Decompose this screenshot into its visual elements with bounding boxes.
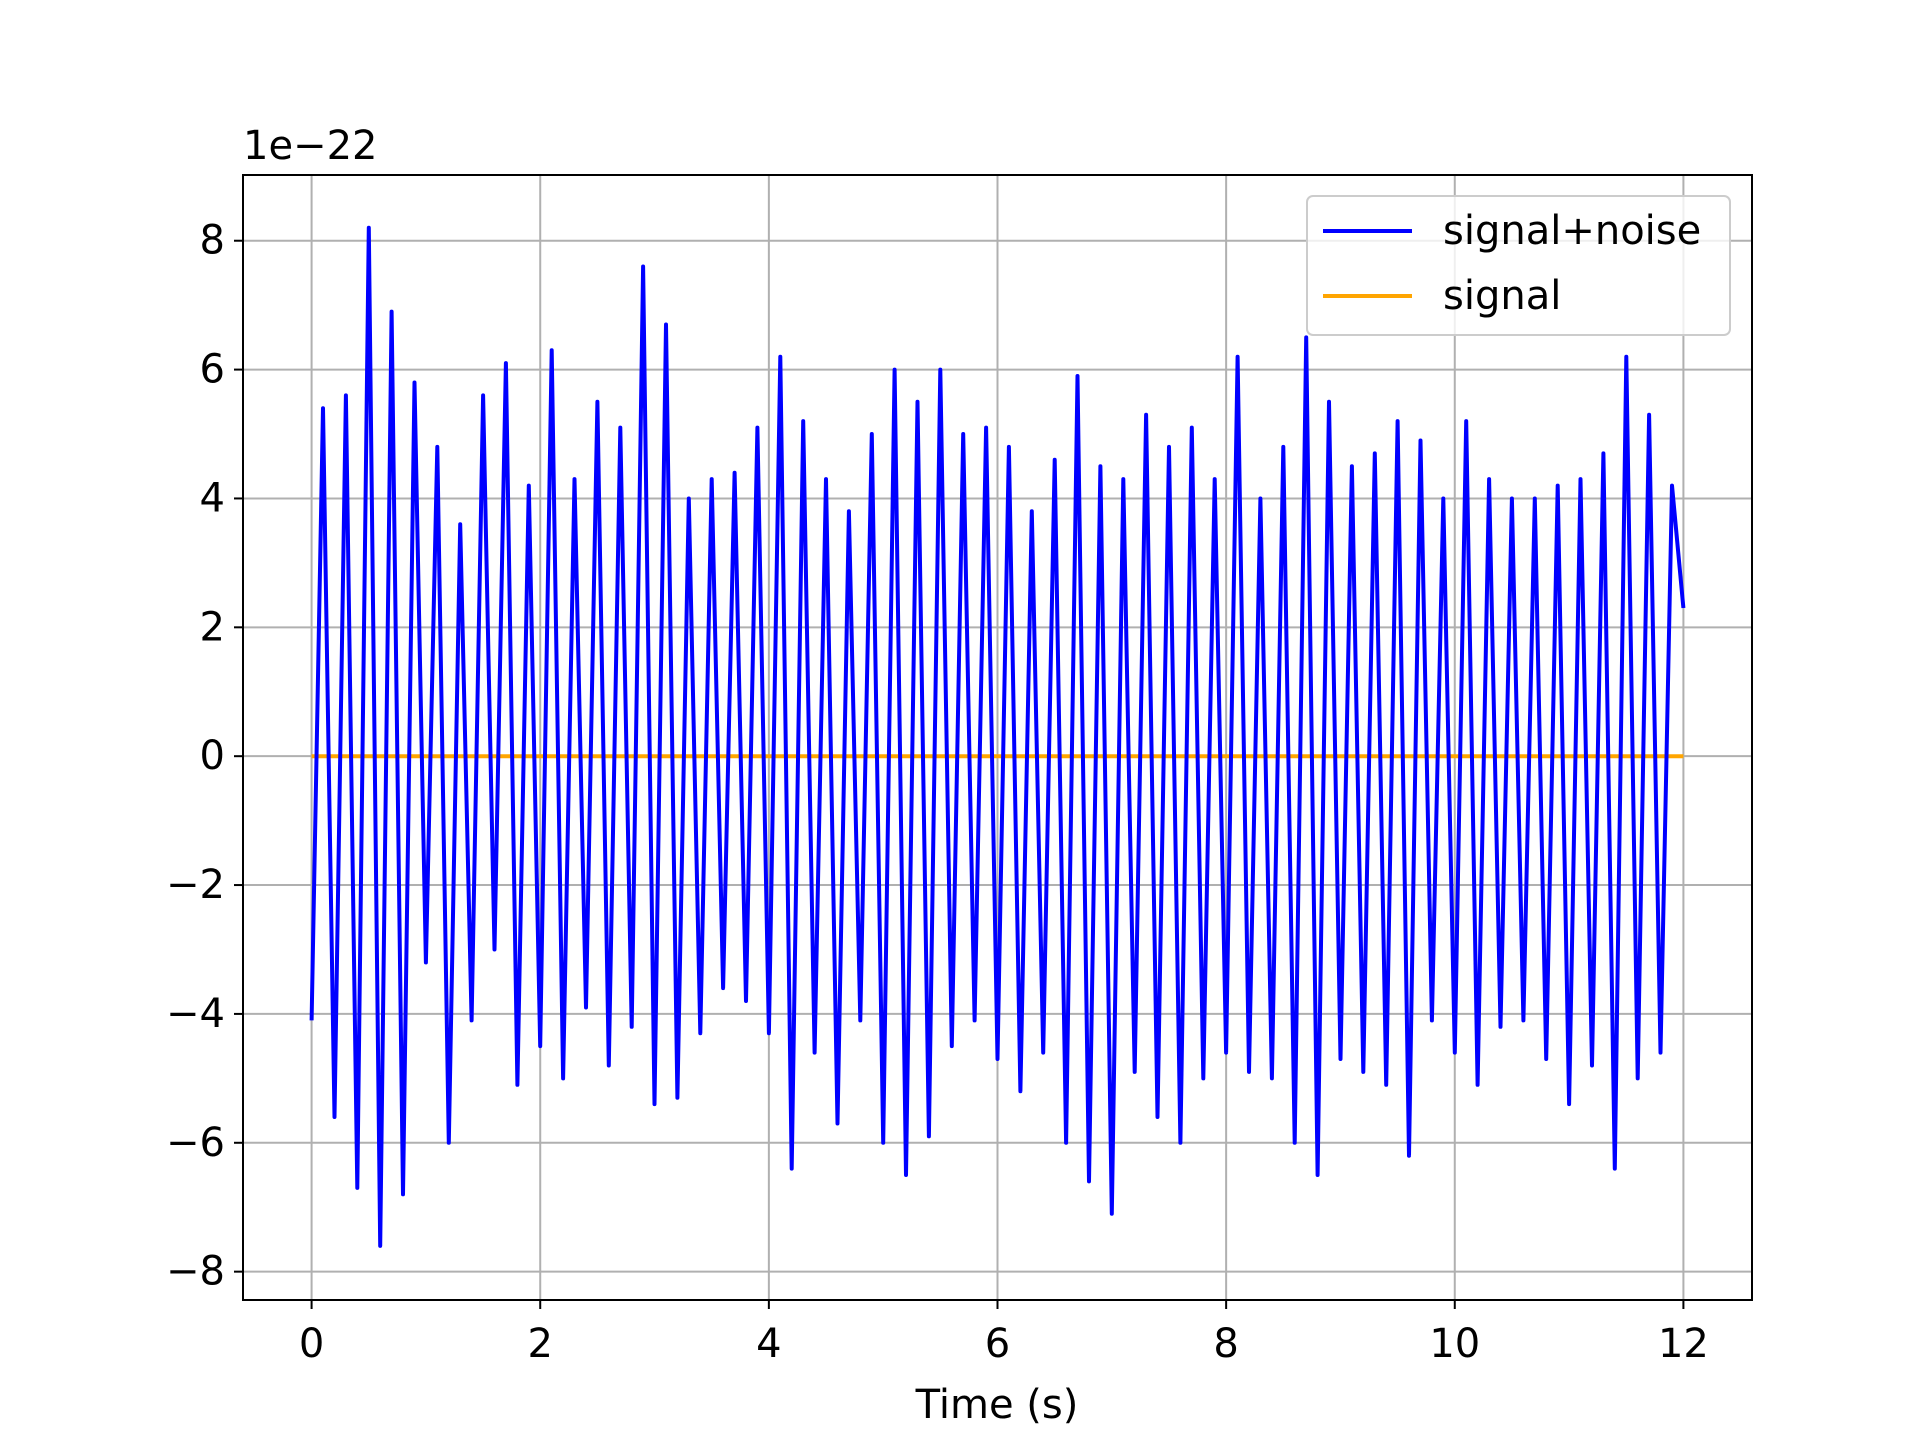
series-line xyxy=(309,225,1686,1248)
x-tick-label: 8 xyxy=(1213,1321,1238,1367)
x-tick-label: 2 xyxy=(528,1321,553,1367)
x-tick-label: 12 xyxy=(1658,1321,1709,1367)
y-tick-label: 2 xyxy=(200,604,225,650)
x-tick-label: 10 xyxy=(1429,1321,1480,1367)
y-tick-label: −6 xyxy=(166,1120,225,1166)
legend-label: signal+noise xyxy=(1443,208,1701,254)
axes-frame xyxy=(242,174,1753,1301)
y-tick-label: −2 xyxy=(166,862,225,908)
x-tick-label: 0 xyxy=(299,1321,324,1367)
y-tick-label: −8 xyxy=(166,1249,225,1295)
x-tick-label: 4 xyxy=(756,1321,781,1367)
y-tick-label: 0 xyxy=(200,733,225,779)
y-tick-label: 6 xyxy=(200,347,225,393)
legend-box xyxy=(1306,195,1731,336)
offset-text: 1e−22 xyxy=(243,123,377,169)
y-tick-label: −4 xyxy=(166,991,225,1037)
y-tick-label: 8 xyxy=(200,218,225,264)
x-axis-label: Time (s) xyxy=(915,1382,1079,1428)
y-tick-label: 4 xyxy=(200,475,225,521)
x-tick-label: 6 xyxy=(985,1321,1010,1367)
legend-label: signal xyxy=(1443,273,1561,319)
